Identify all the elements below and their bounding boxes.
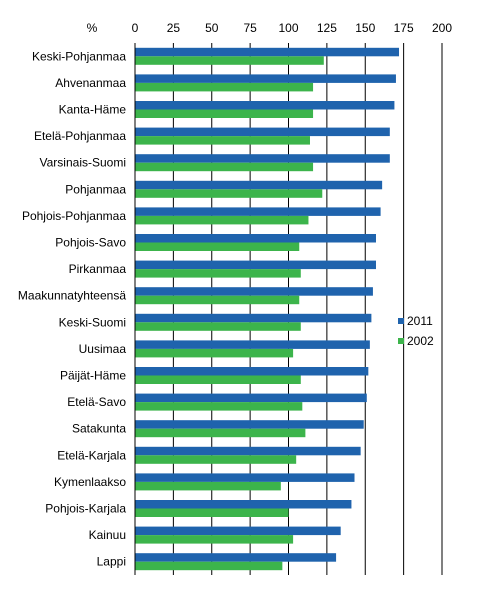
legend-swatch-2011 xyxy=(398,318,404,324)
bar-2011 xyxy=(135,180,383,190)
bar-2011 xyxy=(135,234,376,243)
bar-2011 xyxy=(135,127,390,137)
bar-2002 xyxy=(135,242,300,251)
bars xyxy=(135,47,400,571)
category-label: Satakunta xyxy=(72,422,126,436)
x-tick-label: 200 xyxy=(432,21,452,35)
bar-2002 xyxy=(135,109,314,118)
bar-2011 xyxy=(135,287,373,296)
bar-2002 xyxy=(135,82,314,92)
x-tick-label: 75 xyxy=(243,21,257,35)
category-label: Kymenlaakso xyxy=(54,475,126,489)
bar-2002 xyxy=(135,295,300,305)
category-label: Maakunnatyhteensä xyxy=(18,289,126,303)
category-label: Pohjanmaa xyxy=(65,182,126,196)
bar-2002 xyxy=(135,322,301,331)
category-label: Ahvenanmaa xyxy=(55,76,126,90)
category-label: Uusimaa xyxy=(79,342,127,356)
bar-2002 xyxy=(135,481,281,491)
bar-2011 xyxy=(135,74,396,83)
category-label: Etelä-Karjala xyxy=(57,448,126,462)
bar-2011 xyxy=(135,207,381,216)
gridlines xyxy=(172,43,443,575)
legend-label-2002: 2002 xyxy=(407,334,434,348)
bar-2002 xyxy=(135,136,310,145)
category-label: Lappi xyxy=(97,555,126,569)
bar-2002 xyxy=(135,455,297,464)
legend-swatch-2002 xyxy=(398,338,404,344)
category-label: Pohjois-Pohjanmaa xyxy=(22,209,126,223)
bar-2011 xyxy=(135,47,400,57)
bar-2011 xyxy=(135,500,352,509)
bar-2002 xyxy=(135,508,289,517)
bar-2011 xyxy=(135,446,361,456)
x-tick-label: 100 xyxy=(278,21,298,35)
category-label: Pirkanmaa xyxy=(69,262,127,276)
bar-2011 xyxy=(135,313,372,323)
bar-2011 xyxy=(135,367,369,376)
legend: 2011 2002 xyxy=(398,314,434,348)
x-tick-label: 0 xyxy=(132,21,139,35)
category-label: Pohjois-Karjala xyxy=(45,502,126,516)
x-tick-label: 150 xyxy=(355,21,375,35)
bar-2011 xyxy=(135,553,337,562)
category-label: Pohjois-Savo xyxy=(55,236,126,250)
x-tick-label: 125 xyxy=(317,21,337,35)
legend-label-2011: 2011 xyxy=(407,314,433,328)
category-label: Kanta-Häme xyxy=(59,103,127,117)
category-label: Keski-Suomi xyxy=(59,315,126,329)
bar-2002 xyxy=(135,402,303,411)
bar-2002 xyxy=(135,56,324,65)
x-tick-label: 175 xyxy=(394,21,414,35)
category-labels: Keski-Pohjanmaa Ahvenanmaa Kanta-Häme Etelä… xyxy=(18,49,126,568)
x-tick-label: 50 xyxy=(205,21,219,35)
unit-label: % xyxy=(87,21,98,35)
bar-2011 xyxy=(135,260,376,270)
x-tick-labels: 0 25 50 75 100 125 150 175 200 xyxy=(132,21,453,35)
category-label: Kainuu xyxy=(89,528,126,542)
category-label: Etelä-Savo xyxy=(67,395,126,409)
bar-2002 xyxy=(135,215,309,225)
bar-2002 xyxy=(135,348,294,358)
bar-2011 xyxy=(135,340,370,349)
bar-2011 xyxy=(135,473,355,482)
bar-2011 xyxy=(135,526,341,536)
bar-2011 xyxy=(135,420,364,429)
x-tick-label: 25 xyxy=(167,21,181,35)
bar-2002 xyxy=(135,269,301,278)
bar-2002 xyxy=(135,375,301,384)
bar-2011 xyxy=(135,393,367,403)
bar-2002 xyxy=(135,535,294,544)
bar-2002 xyxy=(135,561,283,571)
bar-2011 xyxy=(135,154,390,163)
bar-2011 xyxy=(135,101,395,110)
category-label: Varsinais-Suomi xyxy=(40,156,126,170)
bar-2002 xyxy=(135,162,314,172)
bar-2002 xyxy=(135,428,306,438)
category-label: Keski-Pohjanmaa xyxy=(32,49,126,63)
category-label: Päijät-Häme xyxy=(60,369,126,383)
category-label: Etelä-Pohjanmaa xyxy=(34,129,126,143)
bar-2002 xyxy=(135,189,323,198)
